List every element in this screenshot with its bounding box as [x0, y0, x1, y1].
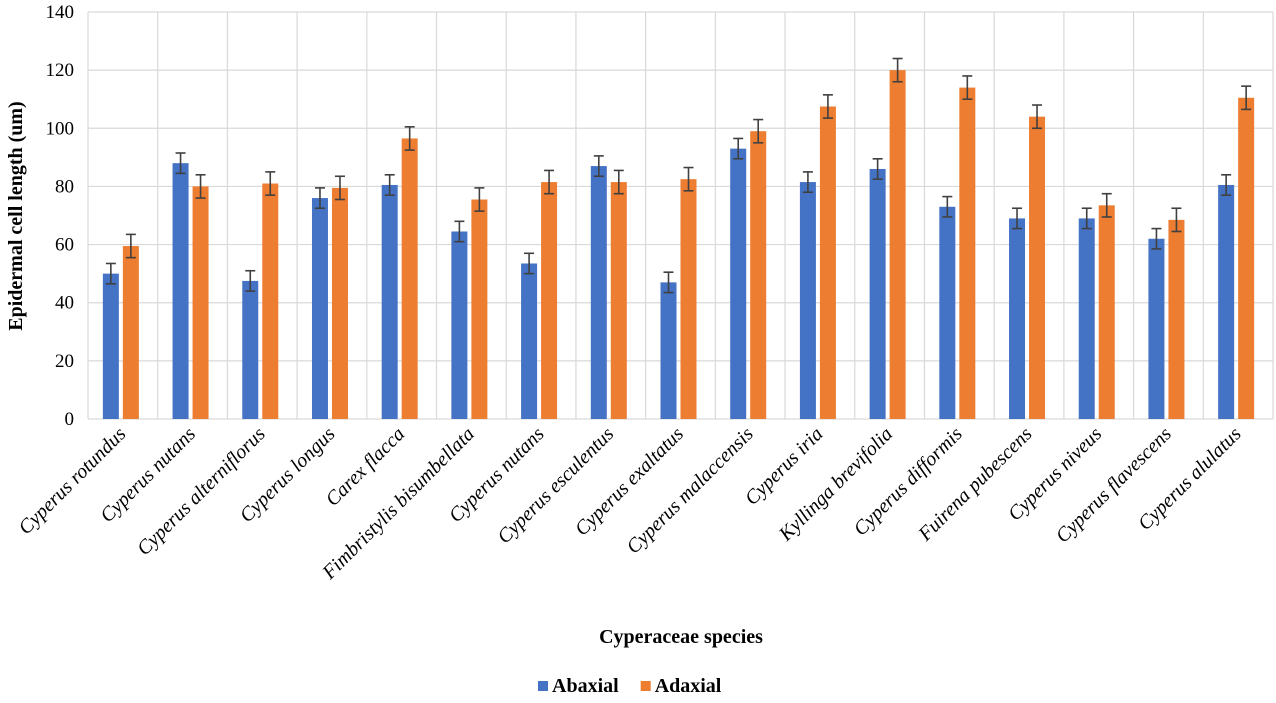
grid [87, 11, 1274, 420]
bar-adaxial [331, 187, 348, 419]
bar-adaxial [1098, 205, 1115, 419]
bar-adaxial [610, 182, 627, 419]
y-axis-title: Epidermal cell length (um) [5, 101, 27, 330]
bar-abaxial [939, 206, 956, 419]
legend-swatch-adaxial [640, 681, 651, 691]
legend-label-abaxial: Abaxial [552, 675, 619, 697]
category-label: Cyperus alterniflorus [133, 423, 270, 560]
bar-adaxial [1238, 97, 1255, 419]
bar-abaxial [799, 182, 816, 419]
bar-abaxial [1218, 184, 1235, 419]
bars [102, 70, 1255, 420]
bar-adaxial [1168, 219, 1185, 419]
y-tick-labels: 0 20 40 60 80 100 120 140 [46, 2, 75, 430]
legend-swatch-abaxial [538, 681, 548, 691]
y-tick-label: 0 [65, 409, 75, 430]
y-tick-label: 20 [55, 351, 74, 372]
bar-abaxial [869, 168, 886, 419]
category-label: Cyperus malaccensis [622, 423, 758, 559]
bar-abaxial [1078, 218, 1095, 419]
bar-abaxial [660, 282, 677, 419]
bar-abaxial [381, 184, 398, 419]
bar-adaxial [122, 246, 139, 419]
bar-adaxial [401, 138, 418, 420]
legend-label-adaxial: Adaxial [655, 675, 722, 697]
bar-abaxial [590, 166, 607, 419]
y-tick-label: 80 [55, 176, 74, 197]
bar-abaxial [451, 231, 468, 419]
bar-abaxial [1009, 218, 1026, 419]
y-tick-label: 40 [55, 293, 74, 314]
bar-abaxial [730, 148, 747, 419]
bar-adaxial [471, 199, 488, 419]
bar-abaxial [102, 273, 119, 419]
y-tick-label: 60 [55, 235, 74, 256]
bar-adaxial [819, 106, 836, 419]
bar-abaxial [521, 263, 538, 419]
bar-adaxial [1029, 116, 1046, 420]
bar-abaxial [1148, 238, 1165, 419]
bar-abaxial [172, 163, 189, 419]
error-bars [105, 57, 1252, 294]
x-axis-title: Cyperaceae species [599, 626, 763, 648]
bar-adaxial [192, 186, 209, 419]
bar-adaxial [959, 87, 976, 419]
bar-adaxial [680, 179, 697, 419]
bar-adaxial [750, 131, 767, 419]
y-tick-label: 140 [46, 2, 75, 23]
bar-adaxial [262, 183, 279, 419]
bar-abaxial [242, 280, 259, 419]
bar-adaxial [889, 70, 906, 420]
category-label: Cyperus flavescens [1052, 423, 1176, 547]
bar-adaxial [541, 182, 558, 419]
y-tick-label: 120 [46, 60, 75, 81]
category-label: Cyperus esculentus [493, 423, 618, 548]
legend: Abaxial Adaxial [538, 675, 722, 697]
bar-abaxial [311, 198, 328, 419]
y-tick-label: 100 [46, 118, 75, 139]
